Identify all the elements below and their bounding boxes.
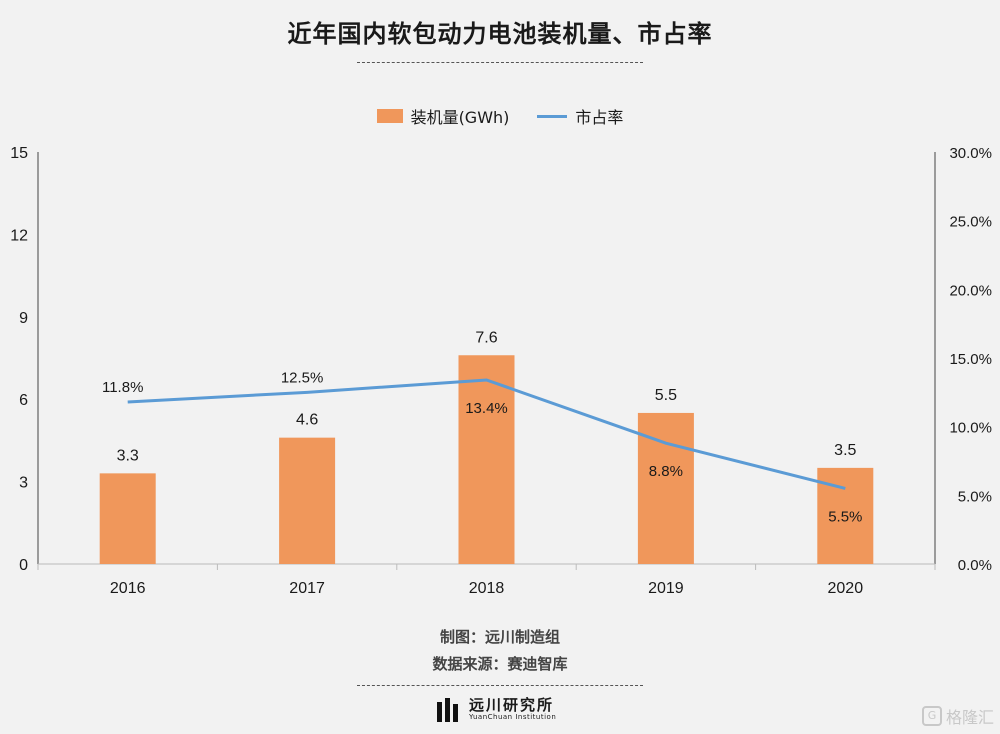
watermark: G 格隆汇 (921, 704, 994, 728)
bar (279, 437, 336, 564)
line-value-label: 13.4% (465, 400, 508, 417)
bar-value-label: 5.5 (655, 387, 677, 404)
bar-value-label: 3.5 (834, 442, 856, 459)
line-value-label: 11.8% (102, 379, 143, 396)
chart-title: 近年国内软包动力电池装机量、市占率 (287, 20, 713, 48)
watermark-text: 格隆汇 (945, 708, 994, 727)
bar-value-label: 4.6 (296, 412, 318, 429)
line-value-label: 5.5% (828, 508, 862, 525)
legend-item-bar: 装机量(GWh) (376, 104, 510, 128)
legend-line-label: 市占率 (575, 108, 624, 127)
legend-bar-swatch (376, 109, 403, 123)
y-left-tick-label: 0 (19, 557, 28, 574)
line-value-label: 12.5% (281, 369, 324, 386)
y-right-tick-label: 25.0% (949, 214, 992, 231)
footer-source: 数据来源：赛迪智库 (432, 655, 568, 673)
legend-item-line: 市占率 (537, 104, 623, 128)
y-left-tick-label: 6 (19, 392, 28, 409)
logo-mark (437, 697, 461, 722)
bar (458, 355, 515, 564)
footer-maker: 制图：远川制造组 (439, 628, 560, 646)
logo: 远川研究所 YuanChuan Institution (437, 697, 556, 722)
bar-value-label: 7.6 (475, 329, 497, 346)
bar (99, 473, 156, 564)
y-left-tick-label: 3 (19, 475, 28, 492)
y-left-tick-label: 12 (10, 227, 28, 244)
watermark-icon: G (921, 706, 942, 726)
legend: 装机量(GWh) 市占率 (0, 104, 1000, 128)
x-tick-label: 2016 (110, 580, 146, 597)
line-value-label: 8.8% (649, 463, 683, 480)
y-right-tick-label: 20.0% (949, 282, 992, 299)
x-tick-label: 2017 (289, 580, 325, 597)
x-tick-label: 2019 (648, 580, 684, 597)
y-right-tick-label: 5.0% (958, 488, 992, 505)
logo-subtitle: YuanChuan Institution (469, 713, 557, 721)
x-tick-label: 2020 (828, 580, 864, 597)
x-tick-label: 2018 (469, 580, 505, 597)
share-line (127, 378, 846, 490)
y-right-tick-label: 10.0% (949, 420, 992, 437)
bar-value-label: 3.3 (117, 447, 139, 464)
y-right-tick-label: 30.0% (949, 145, 992, 162)
combo-chart: 0 3 6 9 12 15 0.0% 5.0% 10.0% 15.0% 20.0% 25.0% 30.0… (10, 145, 992, 597)
y-left-tick-label: 9 (19, 310, 28, 327)
y-right-tick-label: 15.0% (949, 351, 992, 368)
footer-divider (357, 685, 643, 686)
y-left-tick-label: 15 (10, 145, 28, 162)
legend-bar-label: 装机量(GWh) (410, 108, 510, 127)
legend-line-swatch (537, 114, 568, 118)
y-right-tick-label: 0.0% (958, 557, 992, 574)
title-divider (357, 62, 643, 63)
logo-name: 远川研究所 (469, 696, 555, 714)
